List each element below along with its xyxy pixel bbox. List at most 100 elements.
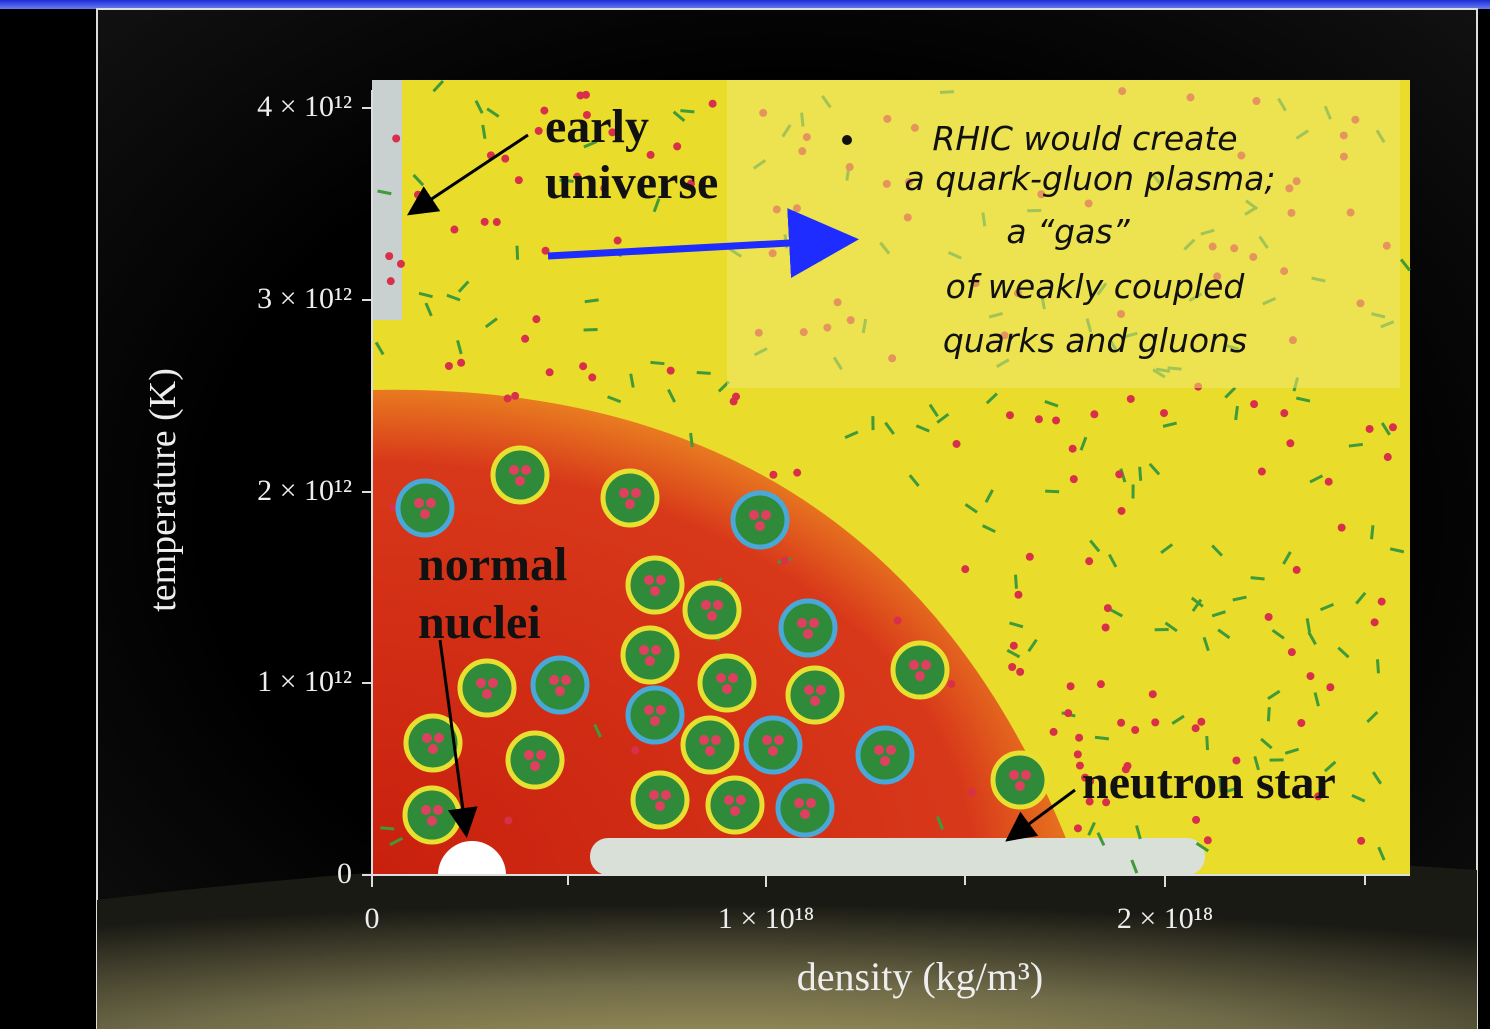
quark <box>521 465 531 475</box>
quark <box>1265 613 1273 621</box>
quark <box>645 656 655 666</box>
quark <box>803 629 813 639</box>
gluon <box>380 828 394 829</box>
y-tick-label: 4 × 10¹² <box>257 90 352 123</box>
quark <box>874 745 884 755</box>
gluon <box>1268 707 1269 721</box>
bullet-line: a quark-gluon plasma; <box>904 159 1275 198</box>
quark <box>1067 682 1075 690</box>
quark <box>1016 668 1024 676</box>
nucleon <box>781 601 835 655</box>
quark <box>644 705 654 715</box>
quark <box>614 237 622 245</box>
quark <box>1075 734 1083 742</box>
quark <box>515 176 523 184</box>
y-axis-label: temperature (K) <box>142 368 184 612</box>
quark <box>481 218 489 226</box>
quark <box>1297 719 1305 727</box>
nucleon <box>683 718 737 772</box>
quark <box>1006 411 1014 419</box>
quark <box>1131 726 1139 734</box>
quark <box>1286 439 1294 447</box>
quark <box>1192 816 1200 824</box>
region-label: universe <box>545 156 718 209</box>
quark <box>1008 663 1016 671</box>
quark <box>699 735 709 745</box>
quark <box>1090 410 1098 418</box>
quark <box>707 611 717 621</box>
quark <box>631 746 639 754</box>
quark <box>761 510 771 520</box>
quark <box>521 335 529 343</box>
quark <box>667 367 675 375</box>
quark <box>588 373 596 381</box>
quark <box>1074 750 1082 758</box>
quark <box>1118 507 1126 515</box>
quark <box>427 816 437 826</box>
bullet-line: of weakly coupled <box>946 267 1246 306</box>
quark <box>1151 718 1159 726</box>
quark <box>1288 648 1296 656</box>
gluon <box>1372 525 1373 539</box>
y-tick-label: 1 × 10¹² <box>257 665 352 698</box>
quark <box>387 277 395 285</box>
gluon <box>691 433 693 447</box>
quark <box>774 735 784 745</box>
quark <box>1015 781 1025 791</box>
quark <box>433 805 443 815</box>
quark <box>420 509 430 519</box>
quark <box>1250 400 1258 408</box>
quark <box>768 746 778 756</box>
quark <box>549 675 559 685</box>
region-label: neutron star <box>1082 756 1336 809</box>
quark <box>524 750 534 760</box>
quark <box>1127 395 1135 403</box>
quark <box>794 798 804 808</box>
nucleon <box>633 773 687 827</box>
quark <box>909 660 919 670</box>
quark <box>1293 566 1301 574</box>
quark <box>555 686 565 696</box>
quark <box>1097 680 1105 688</box>
quark <box>886 745 896 755</box>
quark <box>1258 468 1266 476</box>
early-universe-strip <box>372 80 402 320</box>
quark <box>1280 409 1288 417</box>
x-tick-label: 2 × 10¹⁸ <box>1117 902 1213 935</box>
quark <box>509 465 519 475</box>
quark <box>1074 824 1082 832</box>
quark <box>1069 445 1077 453</box>
quark <box>504 816 512 824</box>
quark <box>619 488 629 498</box>
quark <box>536 750 546 760</box>
quark <box>1102 623 1110 631</box>
x-axis-label: density (kg/m³) <box>797 954 1043 999</box>
gluon <box>585 300 599 302</box>
quark <box>1160 409 1168 417</box>
quark <box>1052 416 1060 424</box>
y-tick-label: 2 × 10¹² <box>257 474 352 507</box>
quark <box>650 586 660 596</box>
nucleon <box>628 558 682 612</box>
quark <box>1009 770 1019 780</box>
nucleon <box>623 628 677 682</box>
region-label: normal <box>418 538 567 591</box>
quark <box>530 761 540 771</box>
quark <box>488 678 498 688</box>
quark <box>1035 415 1043 423</box>
neutron-star-strip <box>590 838 1205 875</box>
quark <box>1115 470 1123 478</box>
nucleon <box>893 643 947 697</box>
quark <box>579 362 587 370</box>
gluon <box>1349 444 1363 446</box>
quark <box>644 575 654 585</box>
quark <box>730 397 738 405</box>
gluon <box>1251 578 1265 579</box>
nucleon <box>628 688 682 742</box>
quark <box>749 510 759 520</box>
gluon <box>1095 737 1109 739</box>
gluon <box>1377 659 1378 673</box>
quark <box>482 689 492 699</box>
gluon <box>1016 575 1017 589</box>
nucleon <box>405 788 459 842</box>
